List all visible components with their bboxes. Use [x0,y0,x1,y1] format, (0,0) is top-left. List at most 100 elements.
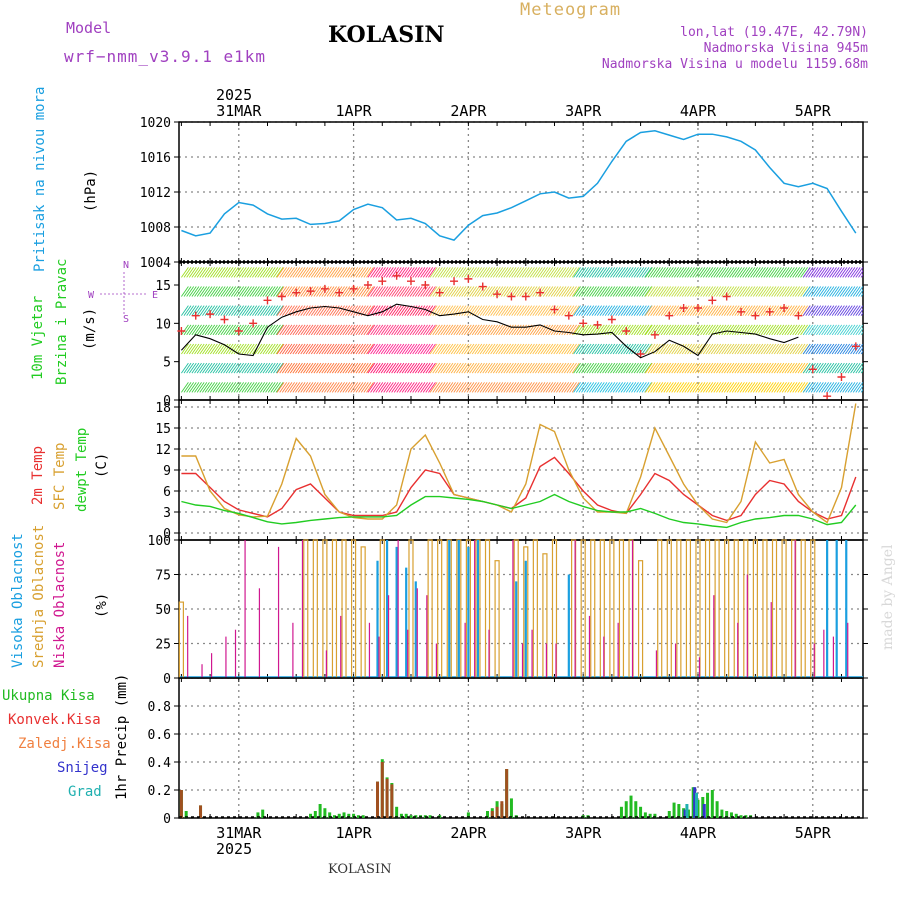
wind-barb [342,305,351,316]
wind-barb [540,286,548,297]
wind-barb [302,267,311,278]
gust-marker [693,304,702,312]
wind-barb [313,382,322,393]
wind-barb [409,343,418,355]
wind-barb [594,382,603,393]
wind-barb [644,286,653,297]
precip-bar-ukupna-kisa [328,812,332,818]
wind-barb [199,305,208,316]
wind-barb [607,286,616,297]
wind-barb [204,382,213,393]
wind-barb [231,324,239,336]
precip-bar-konvek-kisa [385,778,389,818]
wind-barb [721,305,730,316]
wind-barb [209,286,218,297]
wind-barb [692,286,701,297]
wind-barb [435,382,443,393]
wind-barb [660,324,669,336]
wind-barb [839,286,848,297]
wind-barb [495,324,504,336]
wind-barb [787,286,795,297]
wind-barb [202,305,210,316]
wind-barb [789,362,798,374]
wind-barb [747,286,756,297]
wind-barb [265,267,273,278]
wind-barb [503,286,512,297]
wind-barb [372,267,381,278]
wind-barb [610,305,618,316]
wind-barb [238,382,247,393]
wind-barb [506,286,514,297]
wind-barb [644,362,653,374]
wind-barb [829,362,837,374]
wind-barb [815,305,824,316]
wind-barb [612,267,621,278]
wind-barb [660,382,669,393]
wind-barb [463,267,472,278]
wind-barb [275,362,284,374]
precip-bar-ukupna-kisa [404,813,408,818]
wind-barb [679,362,687,374]
wind-barb [401,305,410,316]
wind-barb [191,267,200,278]
wind-barb [313,267,322,278]
cloud-bar-mid [532,539,538,679]
wind-barb [404,305,413,316]
wind-barb [583,362,592,374]
wind-barb [302,343,311,355]
wind-barb [729,382,737,393]
wind-barb [295,324,303,336]
wind-barb [860,292,863,297]
wind-barb [747,267,756,278]
wind-barb [763,343,772,355]
wind-barb [183,362,192,374]
wind-barb [731,343,740,355]
wind-barb [244,286,252,297]
wind-barb [575,382,584,393]
wind-barb [787,324,795,336]
wind-barb [620,343,629,355]
date-label-bottom: 5APR [795,824,832,842]
wind-barb [508,305,517,316]
wind-barb [789,343,798,355]
wind-barb [734,343,743,355]
wind-barb [477,305,485,316]
wind-barb [246,286,255,297]
wind-barb [316,267,324,278]
wind-barb [477,382,485,393]
wind-barb [422,382,431,393]
wind-barb [805,286,814,297]
wind-barb [244,343,252,355]
wind-barb [259,267,268,278]
wind-barb [666,324,674,336]
wind-barb [755,305,764,316]
wind-barb [401,286,410,297]
wind-barb [440,267,449,278]
wind-barb [545,343,554,355]
wind-barb [850,305,858,316]
wind-barb [463,343,472,355]
wind-barb [498,362,506,374]
wind-barb [563,382,572,393]
wind-barb [548,267,556,278]
wind-barb [581,362,589,374]
wind-barb [723,362,732,374]
wind-barb [583,267,592,278]
wind-barb [591,286,600,297]
wind-barb [484,382,493,393]
wind-barb [440,286,449,297]
wind-barb [655,267,664,278]
wind-barb [681,286,690,297]
wind-barb [281,286,290,297]
wind-barb [503,343,512,355]
wind-barb [537,267,546,278]
wind-barb [726,362,735,374]
wind-barb [318,382,327,393]
wind-barb [844,305,853,316]
wind-barb [625,286,634,297]
wind-barb [794,267,803,278]
wind-barb [463,324,472,336]
y-tick-label: 0.2 [148,784,171,799]
wind-barb [860,388,863,393]
wind-barb [818,324,827,336]
